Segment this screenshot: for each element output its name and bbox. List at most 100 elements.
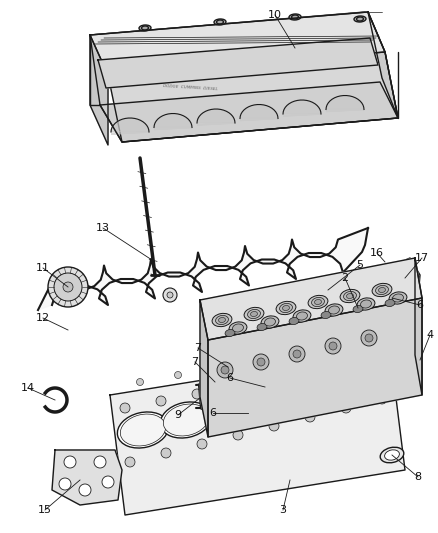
Ellipse shape xyxy=(292,15,298,19)
Circle shape xyxy=(395,270,415,290)
Circle shape xyxy=(64,456,76,468)
Circle shape xyxy=(251,358,258,365)
Ellipse shape xyxy=(340,289,360,303)
Text: 17: 17 xyxy=(415,253,429,263)
Ellipse shape xyxy=(246,382,298,418)
Ellipse shape xyxy=(321,311,331,319)
Ellipse shape xyxy=(160,402,212,438)
Text: 10: 10 xyxy=(268,10,282,20)
Ellipse shape xyxy=(289,318,299,325)
Text: 15: 15 xyxy=(38,505,52,515)
Circle shape xyxy=(329,342,337,350)
Circle shape xyxy=(257,358,265,366)
Ellipse shape xyxy=(383,293,397,303)
Polygon shape xyxy=(240,104,278,120)
Polygon shape xyxy=(326,95,364,111)
Circle shape xyxy=(387,297,393,303)
Ellipse shape xyxy=(251,311,258,317)
Ellipse shape xyxy=(385,300,395,306)
Circle shape xyxy=(400,275,410,285)
Ellipse shape xyxy=(233,324,244,332)
Ellipse shape xyxy=(343,292,357,301)
Polygon shape xyxy=(283,100,321,116)
Ellipse shape xyxy=(354,16,366,22)
Circle shape xyxy=(341,403,351,413)
Ellipse shape xyxy=(212,313,232,327)
Circle shape xyxy=(289,346,305,362)
Text: 9: 9 xyxy=(174,410,182,420)
Ellipse shape xyxy=(216,20,223,24)
Circle shape xyxy=(174,372,181,378)
Polygon shape xyxy=(90,12,385,75)
Polygon shape xyxy=(111,118,149,134)
Circle shape xyxy=(269,421,279,431)
Ellipse shape xyxy=(117,412,169,448)
Ellipse shape xyxy=(372,284,392,297)
Ellipse shape xyxy=(219,361,237,373)
Polygon shape xyxy=(200,258,422,340)
Ellipse shape xyxy=(261,316,279,328)
Circle shape xyxy=(228,382,238,392)
Circle shape xyxy=(372,354,382,364)
Ellipse shape xyxy=(357,298,375,310)
Polygon shape xyxy=(90,35,108,145)
Ellipse shape xyxy=(290,372,341,408)
Ellipse shape xyxy=(223,364,233,370)
Ellipse shape xyxy=(210,378,220,385)
Ellipse shape xyxy=(276,301,296,314)
Ellipse shape xyxy=(283,305,290,311)
Polygon shape xyxy=(52,450,122,505)
Circle shape xyxy=(217,362,233,378)
Circle shape xyxy=(120,403,130,413)
Polygon shape xyxy=(90,12,373,60)
Ellipse shape xyxy=(360,300,371,308)
Ellipse shape xyxy=(314,300,321,304)
Text: 6: 6 xyxy=(209,408,216,418)
Ellipse shape xyxy=(206,376,224,388)
Circle shape xyxy=(293,350,301,358)
Circle shape xyxy=(305,412,315,422)
Text: DODGE  CUMMINS  DIESEL: DODGE CUMMINS DIESEL xyxy=(162,84,217,92)
Circle shape xyxy=(336,361,346,371)
Ellipse shape xyxy=(225,329,235,336)
Ellipse shape xyxy=(332,362,384,398)
Ellipse shape xyxy=(353,305,363,312)
Circle shape xyxy=(54,273,82,301)
Ellipse shape xyxy=(389,292,407,304)
Text: 16: 16 xyxy=(370,248,384,258)
Polygon shape xyxy=(154,114,192,130)
Polygon shape xyxy=(415,258,422,395)
Polygon shape xyxy=(382,258,420,302)
Circle shape xyxy=(59,478,71,490)
Text: 6: 6 xyxy=(417,300,424,310)
Ellipse shape xyxy=(244,308,264,321)
Circle shape xyxy=(300,368,310,378)
Circle shape xyxy=(221,366,229,374)
Ellipse shape xyxy=(380,447,404,463)
Circle shape xyxy=(192,389,202,399)
Ellipse shape xyxy=(308,295,328,309)
Circle shape xyxy=(253,354,269,370)
Ellipse shape xyxy=(237,406,259,420)
Ellipse shape xyxy=(241,408,255,418)
Ellipse shape xyxy=(139,25,151,31)
Ellipse shape xyxy=(325,304,343,316)
Ellipse shape xyxy=(247,310,261,319)
Ellipse shape xyxy=(120,414,166,446)
Circle shape xyxy=(63,282,73,292)
Circle shape xyxy=(167,292,173,298)
Text: 8: 8 xyxy=(414,472,421,482)
Polygon shape xyxy=(110,350,405,515)
Ellipse shape xyxy=(257,324,267,330)
Circle shape xyxy=(387,282,393,288)
Ellipse shape xyxy=(292,374,338,406)
Circle shape xyxy=(156,396,166,406)
Ellipse shape xyxy=(141,26,148,30)
Circle shape xyxy=(125,457,135,467)
Circle shape xyxy=(289,351,296,358)
Text: 7: 7 xyxy=(191,357,198,367)
Circle shape xyxy=(364,336,371,343)
Polygon shape xyxy=(197,109,235,125)
Ellipse shape xyxy=(379,290,401,305)
Circle shape xyxy=(233,430,243,440)
